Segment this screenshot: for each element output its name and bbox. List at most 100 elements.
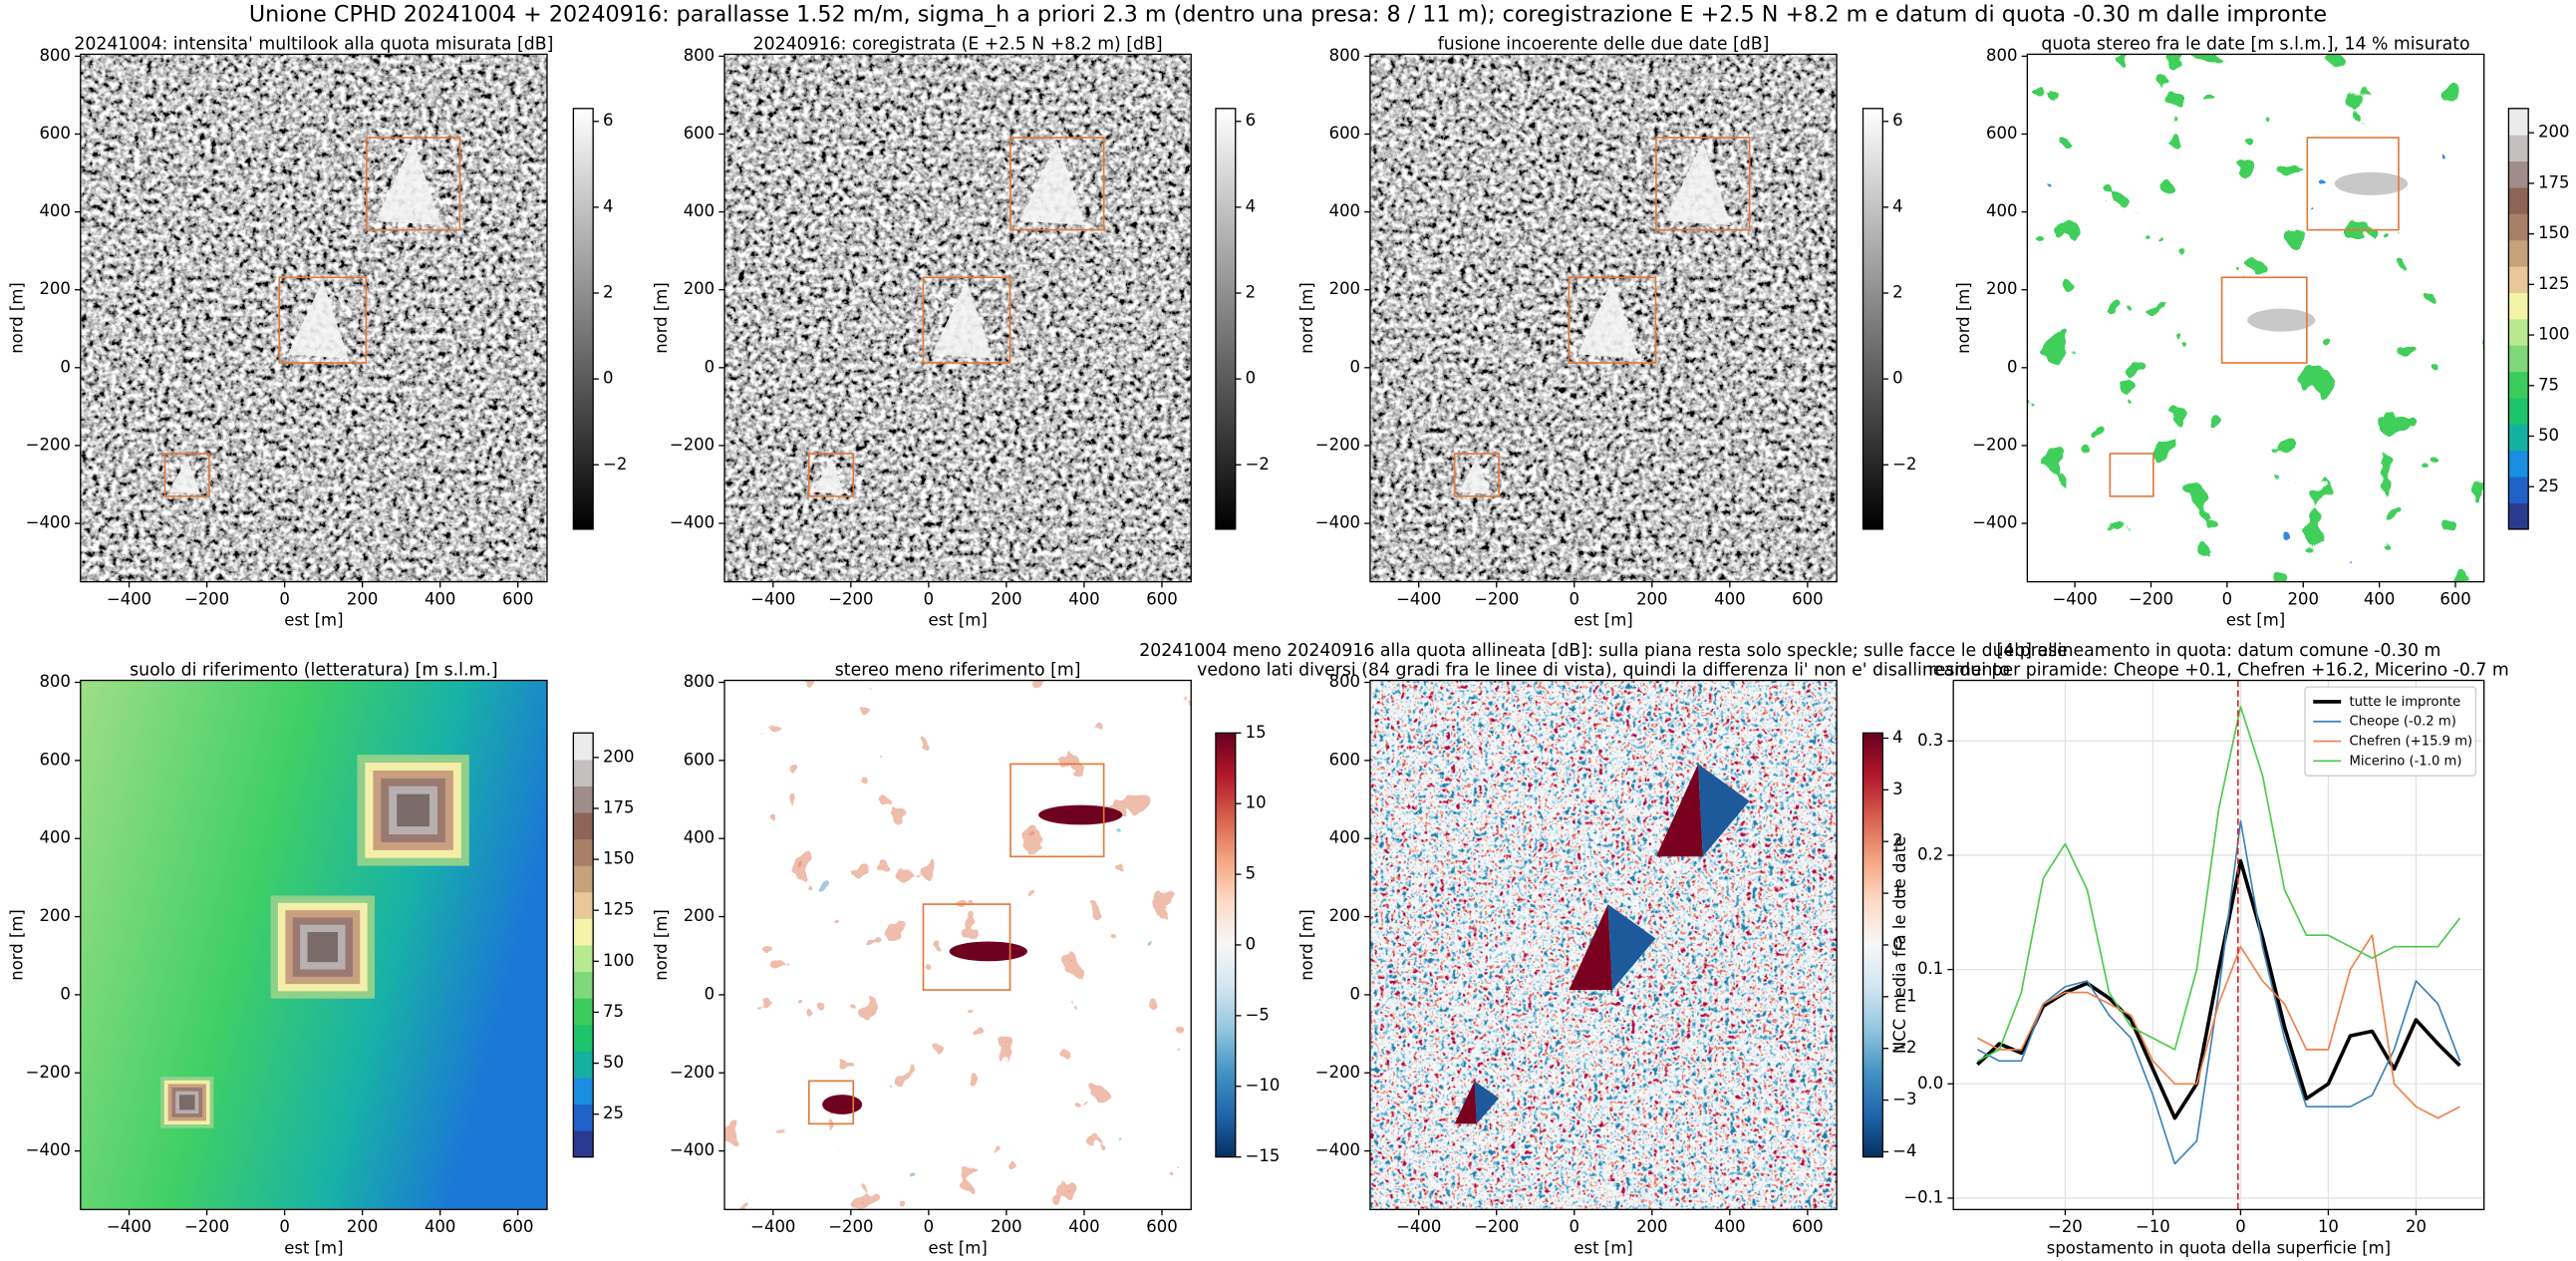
x-tick-label: −200	[2129, 589, 2173, 608]
panel-title: stereo meno riferimento [m]	[835, 661, 1081, 681]
x-tick-label: −200	[184, 1217, 229, 1236]
y-tick-label: 400	[1329, 201, 1360, 220]
y-axis-label: nord [m]	[1954, 282, 1973, 354]
footprint	[807, 1080, 855, 1125]
colorbar-tick-label: 4	[603, 196, 613, 215]
colorbar-tick-label: −2	[603, 455, 627, 473]
panel-title: 20241004 meno 20240916 alla quota alline…	[1139, 641, 2068, 661]
panel-title: 20241004: intensita' multilook alla quot…	[74, 35, 553, 55]
colorbar	[1215, 733, 1236, 1157]
pyramid-face	[1577, 280, 1639, 359]
y-axis-label: nord [m]	[8, 282, 27, 354]
y-tick-label: −200	[1315, 435, 1360, 454]
pyramid-face	[813, 457, 845, 494]
footprint	[1655, 137, 1751, 231]
colorbar-tick-label: −4	[1892, 1141, 1916, 1160]
x-tick-label: 600	[2439, 589, 2470, 608]
colorbar-tick-label: 150	[2538, 223, 2569, 242]
axes-frame	[1369, 53, 1838, 583]
axes-frame	[1369, 679, 1838, 1211]
x-tick-label: −400	[1396, 1217, 1441, 1236]
image	[80, 680, 547, 1210]
footprint	[163, 453, 210, 497]
pyramid-step	[178, 1095, 195, 1110]
panel-title: vedono lati diversi (84 gradi fra le lin…	[1197, 661, 2010, 681]
footprint	[2109, 453, 2154, 497]
colorbar-bin	[573, 1051, 594, 1079]
x-tick-label: 600	[1792, 1217, 1823, 1236]
x-tick-label: 600	[502, 589, 533, 608]
colorbar-tick-label: 0	[1246, 369, 1256, 388]
pyramid-height	[2334, 171, 2409, 195]
colorbar-bin	[573, 918, 594, 946]
footprint	[922, 903, 1011, 991]
colorbar-bin	[2508, 239, 2529, 267]
y-tick-label: 400	[684, 828, 715, 847]
pyramid-face	[1459, 457, 1491, 494]
pyramid-diff	[822, 1095, 863, 1114]
colorbar-tick-label: 75	[603, 1002, 624, 1021]
y-tick-label: 400	[1986, 201, 2017, 220]
pyramid-face	[1019, 141, 1085, 226]
y-tick-label: 400	[39, 201, 70, 220]
colorbar-tick-label: 2	[603, 283, 613, 302]
footprint	[807, 453, 855, 497]
panel: 20241004 meno 20240916 alla quota alline…	[1139, 641, 2068, 1258]
x-tick-label: 0	[279, 589, 289, 608]
colorbar-tick-label: 0	[1892, 369, 1902, 388]
x-tick-label: 20	[2406, 1217, 2427, 1236]
colorbar-bin	[573, 1130, 594, 1158]
colorbar-tick-label: −2	[1246, 455, 1270, 473]
pyramid-diff	[1038, 804, 1123, 825]
footprint	[1568, 276, 1657, 364]
colorbar-bin	[2508, 476, 2529, 503]
colorbar-bin	[2508, 186, 2529, 214]
colorbar-tick-label: 4	[1246, 196, 1256, 215]
pyramid-step	[307, 932, 339, 963]
colorbar-bin	[2508, 292, 2529, 320]
x-tick-label: −400	[107, 589, 151, 608]
y-tick-label: 800	[39, 46, 70, 65]
x-tick-label: 200	[2288, 589, 2319, 608]
y-tick-label: 0	[60, 984, 70, 1003]
panel-title: fusione incoerente delle due date [dB]	[1438, 35, 1770, 55]
y-tick-label: 600	[1329, 750, 1360, 769]
x-axis-label: est [m]	[928, 611, 987, 630]
y-tick-label: −400	[670, 1140, 715, 1159]
colorbar-frame	[572, 732, 594, 1158]
y-tick-label: −200	[26, 1063, 71, 1082]
y-tick-label: 200	[684, 279, 715, 298]
panel: 20241004: intensita' multilook alla quot…	[8, 35, 628, 630]
x-tick-label: 400	[1714, 1217, 1745, 1236]
footprint	[2220, 276, 2308, 364]
axes-frame	[80, 679, 548, 1211]
x-tick-label: −200	[184, 589, 229, 608]
colorbar-bin	[573, 733, 594, 761]
y-tick-label: −200	[1972, 435, 2017, 454]
x-axis-label: est [m]	[284, 611, 343, 630]
y-tick-label: 0	[705, 357, 715, 376]
panel-title: quota stereo fra le date [m s.l.m.], 14 …	[2041, 35, 2469, 55]
legend-label: Chefren (+15.9 m)	[2349, 735, 2472, 750]
y-tick-label: 400	[684, 201, 715, 220]
pyramid-face	[1474, 1081, 1500, 1124]
colorbar-frame	[1861, 108, 1883, 530]
legend-box	[2304, 686, 2477, 777]
colorbar-bin	[573, 998, 594, 1026]
colorbar-frame	[572, 108, 594, 530]
x-axis-label: spostamento in quota della superficie [m…	[2047, 1238, 2391, 1257]
colorbar-tick-label: 0	[1892, 934, 1902, 953]
x-tick-label: 10	[2318, 1217, 2339, 1236]
colorbar	[1862, 108, 1883, 529]
y-tick-label: −400	[670, 513, 715, 532]
y-tick-label: 0	[1350, 357, 1360, 376]
figure-title: Unione CPHD 20241004 + 20240916: paralla…	[249, 1, 2327, 27]
panel-title: suolo di riferimento (letteratura) [m s.…	[130, 661, 497, 681]
colorbar-bin	[573, 1103, 594, 1131]
panel: quota stereo fra le date [m s.l.m.], 14 …	[1954, 35, 2569, 630]
panel: fusione incoerente delle due date [dB] −4…	[1297, 35, 1917, 630]
colorbar-frame	[1215, 108, 1237, 530]
x-tick-label: 600	[1792, 589, 1823, 608]
y-tick-label: 200	[39, 906, 70, 925]
colorbar	[1862, 733, 1883, 1157]
